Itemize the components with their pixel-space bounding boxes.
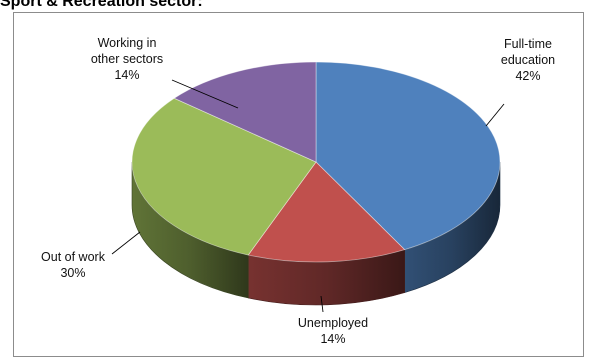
pie-slice-working-in-other-sectors [173, 61, 317, 163]
data-label-working-in-other-sectors: Working in [98, 36, 157, 50]
data-label-pct-unemployed: 14% [320, 332, 345, 346]
page-heading: Sport & Recreation sector: [0, 0, 203, 10]
data-label-full-time-education: Full-time [504, 37, 552, 51]
data-label-pct-out-of-work: 30% [60, 266, 85, 280]
leader-line-full-time-education [485, 103, 505, 127]
data-label-out-of-work: Out of work [41, 250, 106, 264]
leader-line-out-of-work [111, 231, 141, 255]
pie-slice-full-time-education [315, 61, 501, 251]
leader-line-working-in-other-sectors [171, 79, 239, 109]
leader-line-unemployed [320, 295, 324, 313]
data-label-working-in-other-sectors: other sectors [91, 52, 163, 66]
data-label-pct-full-time-education: 42% [515, 69, 540, 83]
pie-slice-out-of-work [131, 97, 317, 256]
pie-slice-unemployed [247, 161, 406, 263]
data-label-pct-working-in-other-sectors: 14% [114, 68, 139, 82]
data-label-full-time-education: education [501, 53, 555, 67]
data-label-unemployed: Unemployed [298, 316, 368, 330]
